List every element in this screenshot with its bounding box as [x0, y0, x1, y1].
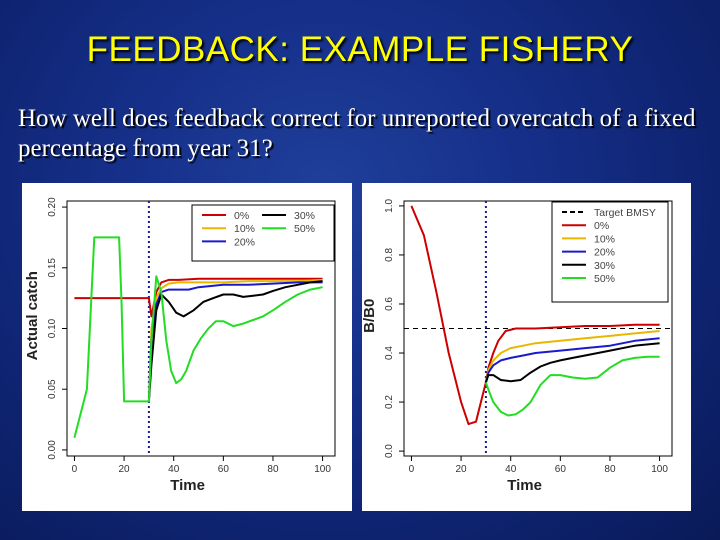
- y-axis-label: Actual catch: [24, 271, 41, 360]
- y-axis-label: B/B0: [362, 299, 378, 333]
- y-tick-label: 0.00: [47, 440, 58, 460]
- y-tick-label: 0.10: [47, 318, 58, 338]
- biomass-chart: 0 20 40 60 80 100 0.0 0.2 0.4 0.6 0.8 1.0 Time B/B0 Ta…: [362, 199, 673, 494]
- series-line-20: [147, 281, 323, 402]
- x-tick-label: 40: [505, 464, 517, 475]
- series-line-50: [484, 355, 660, 417]
- series-line-30: [484, 342, 660, 383]
- legend-label: 20%: [594, 247, 615, 259]
- x-tick-label: 100: [651, 464, 668, 475]
- question-text: How well does feedback correct for unrep…: [18, 105, 696, 162]
- y-tick-label: 0.2: [384, 395, 395, 409]
- legend-label: 30%: [594, 260, 615, 272]
- x-tick-label: 20: [119, 464, 131, 475]
- x-tick-label: 0: [72, 464, 78, 475]
- x-axis-label: Time: [507, 477, 542, 494]
- series-line-10: [147, 278, 323, 402]
- x-tick-label: 80: [267, 464, 279, 475]
- legend-label: 50%: [294, 223, 315, 235]
- legend-label: 0%: [594, 220, 609, 232]
- y-tick-label: 0.15: [47, 258, 58, 278]
- series-line-0: [74, 277, 323, 318]
- x-tick-label: 100: [314, 464, 331, 475]
- legend-label: 50%: [594, 273, 615, 285]
- series-line-10: [484, 330, 660, 383]
- legend-label: 0%: [234, 210, 249, 222]
- series-line-50: [73, 236, 323, 439]
- y-tick-label: 0.4: [384, 346, 395, 360]
- y-tick-label: 1.0: [384, 199, 395, 213]
- x-tick-label: 80: [604, 464, 616, 475]
- y-tick-label: 0.8: [384, 248, 395, 262]
- series-line-20: [484, 337, 660, 383]
- biomass-chart-panel: 0 20 40 60 80 100 0.0 0.2 0.4 0.6 0.8 1.0 Time B/B0 Ta…: [362, 183, 691, 511]
- x-tick-label: 40: [168, 464, 180, 475]
- x-tick-label: 60: [218, 464, 230, 475]
- catch-chart: 0 20 40 60 80 100 0.00 0.05 0.10 0.15 0.20 Time Actu…: [24, 197, 336, 494]
- series-line-30: [147, 280, 323, 402]
- slide-title: FEEDBACK: EXAMPLE FISHERY: [86, 30, 634, 69]
- y-tick-label: 0.6: [384, 297, 395, 311]
- legend-label: 20%: [234, 236, 255, 248]
- legend-label: 10%: [594, 233, 615, 245]
- x-tick-label: 0: [409, 464, 415, 475]
- catch-chart-panel: 0 20 40 60 80 100 0.00 0.05 0.10 0.15 0.20 Time Actu…: [22, 183, 352, 511]
- y-tick-label: 0.20: [47, 197, 58, 217]
- x-axis-label: Time: [170, 477, 205, 494]
- x-tick-label: 60: [555, 464, 567, 475]
- y-tick-label: 0.05: [47, 379, 58, 399]
- legend-label: Target BMSY: [594, 207, 656, 219]
- series-line-0: [410, 205, 660, 426]
- y-tick-label: 0.0: [384, 444, 395, 458]
- legend-label: 10%: [234, 223, 255, 235]
- legend-label: 30%: [294, 210, 315, 222]
- x-tick-label: 20: [456, 464, 468, 475]
